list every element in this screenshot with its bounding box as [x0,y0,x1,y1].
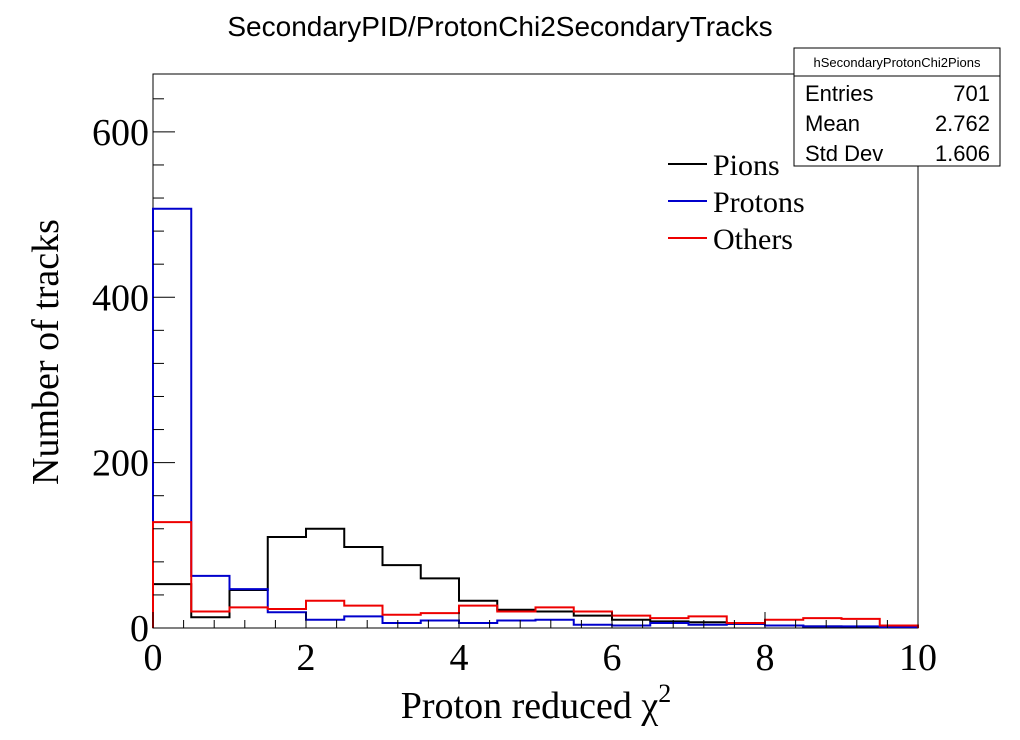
x-axis-label: Proton reduced χ2 [401,679,671,727]
stats-row-label: Mean [805,111,860,136]
x-tick-label: 8 [756,637,775,679]
y-tick-label: 400 [92,277,149,319]
y-axis-label: Number of tracks [25,219,67,485]
x-axis-label-text: Proton reduced χ [401,685,659,727]
stats-row-label: Entries [805,81,873,106]
legend-label-others: Others [713,223,793,256]
y-tick-label: 200 [92,443,149,485]
stats-row-value: 2.762 [935,111,990,136]
chart-title: SecondaryPID/ProtonChi2SecondaryTracks [227,11,772,42]
x-tick-label: 2 [297,637,316,679]
histogram-line-others [152,521,919,628]
x-tick-label: 6 [603,637,622,679]
x-axis-label-superscript: 2 [658,679,671,708]
legend-label-protons: Protons [713,186,805,219]
legend-label-pions: Pions [713,149,780,182]
stats-row-value: 1.606 [935,141,990,166]
histogram-series [152,207,919,629]
stats-row-label: Std Dev [805,141,883,166]
x-tick-label: 0 [144,637,163,679]
x-tick-label: 4 [450,637,469,679]
x-tick-label: 10 [899,637,937,679]
stats-box-frame [793,47,1001,167]
stats-row-value: 701 [953,81,990,106]
histogram-line-protons [152,207,919,629]
axes: 0 2 4 6 8 10 0 200 400 600 [92,98,937,679]
y-tick-label: 600 [92,112,149,154]
legend: Pions Protons Others [668,149,805,256]
y-tick-label: 0 [130,608,149,650]
stats-box-title: hSecondaryProtonChi2Pions [814,55,981,70]
stats-box: hSecondaryProtonChi2Pions Entries 701 Mean 2… [793,47,1001,167]
